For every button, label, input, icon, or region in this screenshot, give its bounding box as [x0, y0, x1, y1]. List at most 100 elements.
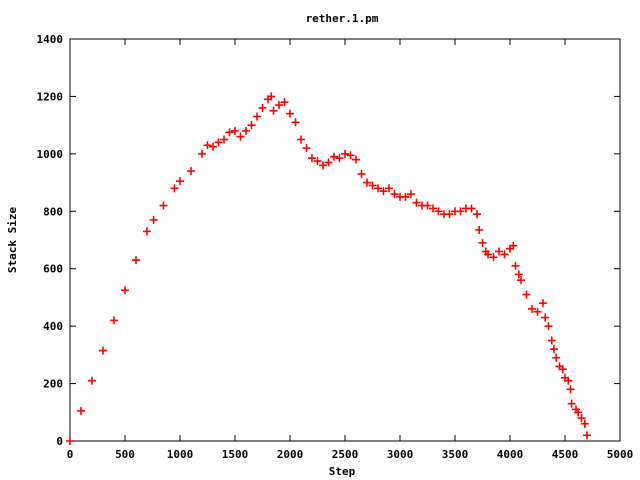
data-point — [88, 376, 96, 385]
data-point — [407, 190, 415, 199]
data-point — [357, 169, 366, 178]
data-point — [478, 238, 487, 247]
data-point — [541, 313, 550, 322]
data-point — [390, 190, 399, 199]
data-point — [132, 256, 140, 265]
data-point — [429, 204, 437, 213]
data-point — [489, 253, 498, 262]
data-point — [574, 408, 583, 417]
x-tick-label: 4500 — [552, 448, 579, 461]
data-point — [564, 376, 573, 385]
data-point — [423, 201, 432, 210]
data-point — [335, 154, 344, 163]
chart-title: rether.1.pm — [306, 12, 379, 25]
y-tick-label: 600 — [43, 263, 63, 276]
data-point — [412, 198, 421, 207]
data-point — [467, 204, 476, 213]
data-point — [514, 270, 523, 279]
data-point — [484, 250, 492, 259]
data-point — [198, 149, 206, 158]
data-point — [143, 227, 151, 236]
data-point — [297, 135, 305, 144]
x-tick-label: 2000 — [277, 448, 304, 461]
data-point — [473, 210, 481, 219]
x-axis-label: Step — [329, 465, 356, 478]
data-point — [434, 207, 443, 216]
data-point — [558, 365, 567, 374]
y-axis-label: Stack Size — [6, 207, 19, 274]
data-point — [567, 399, 576, 408]
data-point — [341, 149, 349, 158]
data-points — [66, 92, 591, 445]
data-point — [269, 106, 278, 115]
y-tick-label: 0 — [56, 435, 63, 448]
x-tick-label: 1500 — [222, 448, 249, 461]
data-point — [374, 184, 382, 193]
data-point — [566, 385, 575, 394]
x-tick-label: 5000 — [607, 448, 634, 461]
data-point — [242, 126, 250, 135]
data-point — [583, 431, 591, 440]
data-point — [533, 307, 542, 316]
data-point — [209, 142, 217, 151]
data-point — [330, 152, 338, 161]
data-point — [368, 181, 377, 190]
y-tick-label: 1000 — [37, 148, 64, 161]
data-point — [509, 241, 518, 250]
data-point — [495, 247, 503, 256]
data-point — [456, 207, 465, 216]
data-point — [511, 261, 520, 270]
data-point — [214, 138, 223, 147]
data-point — [99, 346, 107, 355]
data-point — [385, 184, 393, 193]
x-tick-label: 1000 — [167, 448, 194, 461]
data-point — [291, 118, 300, 127]
data-point — [346, 151, 355, 160]
y-tick-label: 800 — [43, 205, 63, 218]
data-point — [149, 215, 158, 224]
data-point — [319, 161, 327, 170]
data-point — [280, 98, 289, 107]
x-tick-label: 0 — [67, 448, 74, 461]
data-point — [121, 286, 129, 295]
data-point — [302, 144, 311, 153]
plot-frame — [69, 38, 621, 442]
data-point — [176, 177, 184, 186]
data-point — [528, 304, 536, 313]
data-point — [203, 141, 212, 150]
data-point — [324, 158, 333, 167]
tick-labels: 0 500 1000 1500 2000 2500 3000 3500 4000 4500 5000… — [37, 33, 634, 461]
data-point — [159, 201, 168, 210]
data-point — [231, 126, 239, 135]
data-point — [66, 437, 74, 445]
data-point — [445, 210, 454, 219]
data-point — [550, 345, 558, 354]
data-point — [379, 187, 388, 196]
data-point — [308, 154, 316, 163]
data-point — [286, 109, 294, 118]
data-point — [77, 406, 85, 415]
data-point — [401, 192, 410, 201]
data-point — [220, 135, 228, 144]
data-point — [352, 155, 360, 164]
data-point — [580, 419, 589, 428]
data-point — [539, 299, 547, 308]
data-point — [547, 336, 556, 345]
data-point — [275, 101, 283, 110]
data-point — [258, 103, 267, 112]
data-point — [500, 250, 509, 259]
data-point — [247, 121, 256, 130]
x-tick-label: 500 — [115, 448, 135, 461]
data-point — [253, 112, 261, 121]
data-point — [225, 128, 234, 137]
axis-ticks — [69, 38, 621, 442]
y-tick-label: 200 — [43, 378, 63, 391]
data-point — [363, 178, 371, 187]
x-tick-label: 4000 — [497, 448, 524, 461]
data-point — [313, 157, 322, 166]
data-point — [170, 184, 179, 193]
data-point — [544, 322, 553, 331]
data-point — [522, 290, 531, 299]
data-point — [552, 353, 561, 362]
x-tick-label: 3500 — [442, 448, 469, 461]
